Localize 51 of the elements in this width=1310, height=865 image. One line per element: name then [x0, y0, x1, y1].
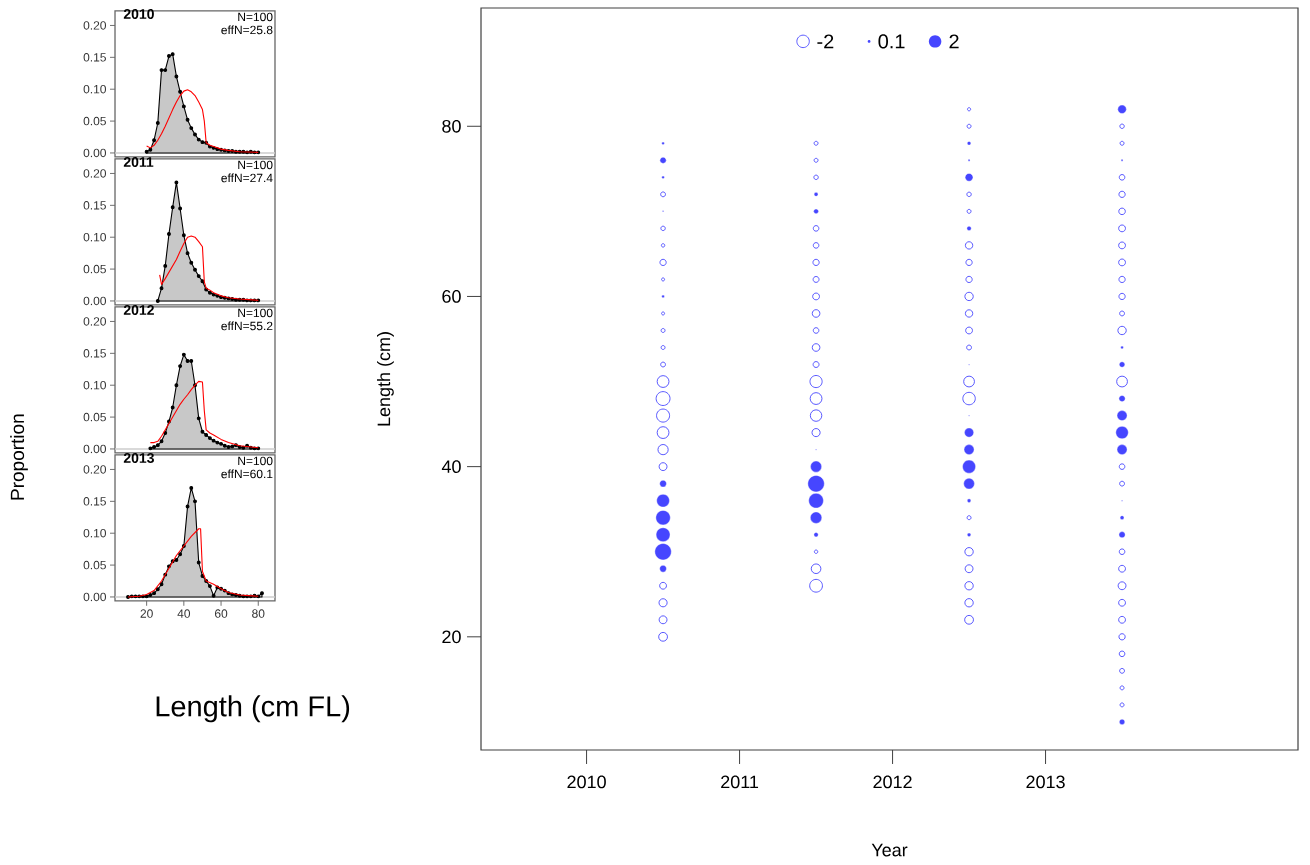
y-tick-label: 0.00	[83, 148, 107, 158]
y-axis-title: Length (cm)	[377, 332, 394, 426]
y-tick-label: 0.15	[83, 349, 106, 358]
y-tick-label: 0.15	[83, 53, 106, 62]
y-tick-label: 0.10	[83, 232, 107, 242]
y-tick-label: 80	[442, 119, 461, 133]
legend-label: -2	[817, 34, 834, 49]
legend-label: 0.1	[878, 34, 905, 49]
annotation: effN=27.4	[221, 173, 273, 183]
y-tick-label: 60	[442, 290, 461, 303]
annotation: N=100	[238, 160, 273, 170]
chart-title: 2010	[123, 9, 154, 19]
y-tick-label: 40	[441, 460, 461, 473]
y-tick-label: 0.05	[83, 560, 106, 570]
annotation: N=100	[238, 456, 273, 466]
y-tick-label: 0.05	[83, 412, 106, 422]
chart-title: 2013	[123, 453, 154, 463]
x-tick-label: 2010	[567, 775, 606, 789]
y-tick-label: 0.20	[83, 169, 107, 178]
annotation: effN=55.2	[221, 321, 273, 331]
y-tick-label: 0.20	[83, 21, 107, 30]
chart-title: 2011	[123, 157, 154, 167]
y-tick-label: 0.10	[83, 528, 107, 538]
annotation: effN=60.1	[221, 469, 273, 479]
x-tick-label: 2012	[873, 775, 912, 789]
y-tick-label: 0.05	[83, 116, 106, 126]
y-axis-title: Proportion	[10, 414, 28, 500]
y-tick-label: 0.10	[83, 380, 107, 390]
x-tick-label: 2013	[1026, 775, 1065, 789]
chart-title: 2012	[123, 305, 154, 315]
y-tick-label: 20	[442, 630, 461, 644]
legend-label: 2	[949, 34, 959, 49]
y-tick-label: 0.00	[83, 444, 107, 454]
annotation: N=100	[238, 308, 273, 318]
y-tick-label: 0.00	[83, 296, 107, 306]
x-tick-label: 60	[214, 609, 228, 618]
y-tick-label: 0.20	[83, 465, 107, 474]
x-tick-label: 2011	[721, 775, 759, 789]
x-axis-title: Length (cm FL)	[156, 695, 350, 723]
x-tick-label: 40	[177, 609, 191, 618]
y-tick-label: 0.10	[83, 84, 107, 94]
y-tick-label: 0.15	[83, 201, 106, 210]
annotation: N=100	[238, 12, 273, 22]
y-tick-label: 0.15	[83, 497, 106, 506]
y-tick-label: 0.05	[83, 264, 106, 274]
x-tick-label: 80	[252, 609, 265, 618]
y-tick-label: 0.00	[83, 592, 107, 602]
y-tick-label: 0.20	[83, 317, 107, 326]
x-tick-label: 20	[140, 609, 153, 618]
x-axis-title: Year	[871, 843, 908, 857]
annotation: effN=25.8	[221, 25, 273, 35]
